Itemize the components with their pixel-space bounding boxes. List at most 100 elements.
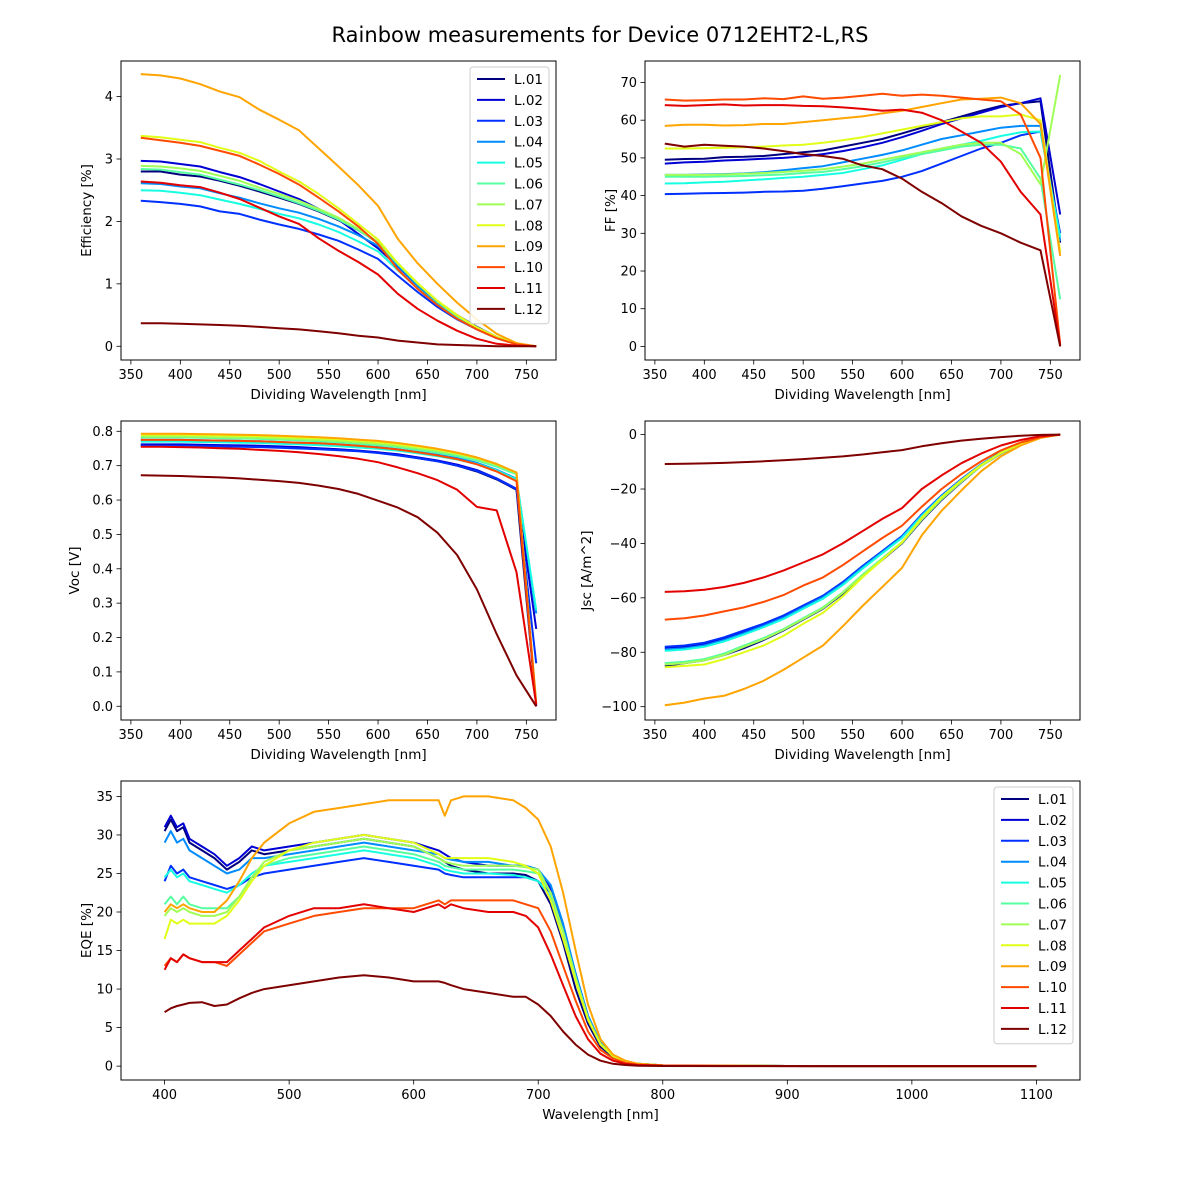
jsc-panel: 350 400 450 500 550 600 650 700 750 0 −20 −40 −60 −80… [579, 420, 1081, 763]
eqe-legend-label: L.10 [1038, 980, 1067, 996]
jsc-y-tick-label: −40 [610, 537, 637, 552]
efficiency-legend: L.01 L.02 L.03 L.04 L.05 L.06 L.07 L.08 L.09 L.10… [469, 66, 550, 325]
figure-title: Rainbow measurements for Device 0712EHT2… [332, 23, 869, 47]
ff-x-tick-label: 600 [890, 368, 915, 383]
eqe-legend-label: L.11 [1038, 1001, 1067, 1017]
jsc-series-l10 [664, 433, 1061, 621]
jsc-x-axis-label: Dividing Wavelength [nm] [774, 747, 950, 763]
efficiency-series-l12 [140, 322, 537, 348]
eqe-legend-label: L.08 [1038, 938, 1067, 954]
eqe-x-tick-label: 1100 [1020, 1088, 1053, 1103]
efficiency-legend-label: L.05 [514, 156, 543, 172]
eqe-panel: 400 500 600 700 800 900 1000 1100 0 5 10 15 20 25 30 35… [79, 780, 1081, 1123]
eqe-legend-label: L.06 [1038, 897, 1067, 913]
efficiency-x-tick-label: 750 [514, 368, 539, 383]
ff-series-l07 [664, 74, 1062, 186]
jsc-series-group [664, 433, 1061, 707]
efficiency-legend-label: L.11 [514, 281, 543, 297]
jsc-x-tick-label: 400 [692, 728, 717, 743]
efficiency-x-tick-label: 600 [366, 368, 391, 383]
voc-x-tick-label: 350 [118, 728, 143, 743]
ff-series-group [664, 74, 1062, 347]
ff-y-tick-label: 20 [620, 265, 637, 280]
efficiency-y-tick-label: 3 [105, 153, 113, 168]
eqe-legend-label: L.12 [1038, 1022, 1067, 1038]
jsc-x-tick-label: 600 [890, 728, 915, 743]
efficiency-legend-label: L.02 [514, 93, 543, 109]
efficiency-y-tick-label: 1 [105, 277, 113, 292]
efficiency-series-l08 [140, 134, 537, 348]
ff-y-tick-label: 10 [620, 302, 637, 317]
eqe-legend-label: L.03 [1038, 834, 1067, 850]
voc-x-tick-label: 500 [267, 728, 292, 743]
eqe-x-tick-label: 700 [526, 1088, 551, 1103]
voc-series-l09 [140, 432, 538, 705]
jsc-y-tick-label: −100 [601, 700, 637, 715]
eqe-y-tick-label: 5 [105, 1021, 113, 1036]
ff-series-l01 [664, 100, 1062, 243]
efficiency-y-tick-label: 4 [105, 90, 113, 105]
eqe-legend-label: L.02 [1038, 813, 1067, 829]
efficiency-legend-label: L.12 [514, 302, 543, 318]
eqe-legend-label: L.05 [1038, 876, 1067, 892]
voc-y-tick-label: 0.5 [92, 528, 113, 543]
ff-x-tick-label: 550 [840, 368, 865, 383]
eqe-y-tick-label: 0 [105, 1060, 113, 1075]
jsc-series-l12 [664, 433, 1061, 465]
ff-y-tick-label: 30 [620, 227, 637, 242]
efficiency-legend-label: L.03 [514, 114, 543, 130]
voc-y-tick-label: 0.8 [92, 425, 113, 440]
jsc-x-tick-label: 750 [1038, 728, 1063, 743]
ff-y-tick-label: 70 [620, 76, 637, 91]
efficiency-panel: 350 400 450 500 550 600 650 700 750 0 1 2 3 4 Dividing… [79, 60, 557, 403]
efficiency-y-tick-label: 2 [105, 215, 113, 230]
ff-series-l10 [664, 92, 1062, 345]
jsc-x-tick-label: 500 [791, 728, 816, 743]
voc-x-tick-label: 650 [415, 728, 440, 743]
efficiency-legend-label: L.01 [514, 72, 543, 88]
eqe-legend-label: L.07 [1038, 917, 1067, 933]
eqe-series-l09 [163, 795, 1037, 1068]
voc-y-axis-label: Voc [V] [67, 547, 83, 595]
efficiency-x-axis-label: Dividing Wavelength [nm] [250, 387, 426, 403]
efficiency-x-tick-label: 700 [464, 368, 489, 383]
voc-series-l10 [140, 438, 538, 705]
efficiency-y-tick-label: 0 [105, 340, 113, 355]
eqe-x-tick-label: 1000 [895, 1088, 928, 1103]
efficiency-x-tick-label: 550 [316, 368, 341, 383]
efficiency-legend-label: L.04 [514, 135, 543, 151]
efficiency-x-tick-label: 450 [217, 368, 242, 383]
efficiency-series-l11 [140, 180, 537, 348]
ff-x-tick-label: 350 [642, 368, 667, 383]
eqe-x-tick-label: 900 [775, 1088, 800, 1103]
ff-x-tick-label: 650 [939, 368, 964, 383]
ff-x-tick-label: 450 [741, 368, 766, 383]
voc-series-l11 [140, 445, 538, 705]
voc-y-tick-label: 0.2 [92, 631, 113, 646]
jsc-x-tick-label: 700 [988, 728, 1013, 743]
eqe-y-tick-label: 10 [96, 983, 113, 998]
voc-y-tick-label: 0.6 [92, 494, 113, 509]
voc-y-tick-label: 0.3 [92, 597, 113, 612]
efficiency-legend-box [469, 66, 550, 325]
eqe-y-tick-label: 30 [96, 828, 113, 843]
efficiency-legend-label: L.06 [514, 177, 543, 193]
eqe-x-tick-label: 400 [152, 1088, 177, 1103]
eqe-x-tick-label: 500 [277, 1088, 302, 1103]
jsc-series-l11 [664, 433, 1061, 593]
voc-series-l03 [140, 444, 538, 664]
ff-series-l05 [664, 130, 1062, 238]
ff-y-tick-label: 0 [629, 340, 637, 355]
jsc-y-axis-label: Jsc [A/m^2] [579, 530, 595, 611]
eqe-y-tick-label: 20 [96, 906, 113, 921]
ff-x-tick-label: 750 [1038, 368, 1063, 383]
ff-series-l12 [664, 142, 1062, 347]
jsc-series-l08 [664, 433, 1061, 669]
voc-x-axis-label: Dividing Wavelength [nm] [250, 747, 426, 763]
efficiency-legend-label: L.09 [514, 239, 543, 255]
ff-y-axis-label: FF [%] [603, 189, 619, 232]
ff-series-l02 [664, 97, 1062, 215]
eqe-legend-label: L.04 [1038, 855, 1067, 871]
voc-x-tick-label: 550 [316, 728, 341, 743]
